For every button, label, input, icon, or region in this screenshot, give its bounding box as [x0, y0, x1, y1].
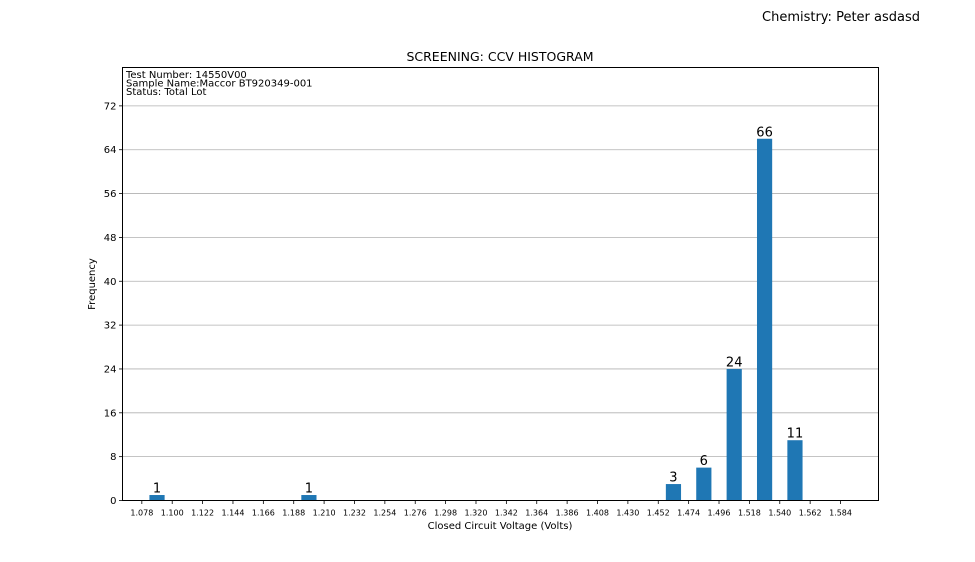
x-tick-label: 1.430	[616, 509, 639, 518]
bar-value-label: 3	[669, 471, 677, 486]
x-tick-label: 1.122	[191, 509, 214, 518]
bar-value-label: 1	[153, 482, 161, 497]
y-tick-label: 40	[104, 277, 117, 288]
x-axis-ticks: 1.078 1.100 1.122 1.144 1.166 1.188 1.210 1.232…	[130, 500, 852, 518]
x-tick-label: 1.320	[465, 509, 488, 518]
x-tick-label: 1.518	[738, 509, 761, 518]
histogram-bar	[301, 495, 317, 501]
chemistry-label: Chemistry: Peter asdasd	[762, 10, 920, 25]
x-tick-label: 1.210	[313, 509, 336, 518]
info-test-number: Test Number: 14550V00	[125, 70, 247, 81]
x-tick-label: 1.584	[829, 509, 852, 518]
x-tick-label: 1.232	[343, 509, 366, 518]
y-tick-label: 64	[104, 145, 117, 156]
x-tick-label: 1.342	[495, 509, 518, 518]
x-tick-label: 1.496	[708, 509, 731, 518]
bar-value-label: 66	[756, 125, 773, 140]
x-tick-label: 1.144	[222, 509, 245, 518]
y-axis-label: Frequency	[87, 258, 98, 310]
x-tick-label: 1.386	[556, 509, 579, 518]
info-box: Test Number: 14550V00 Sample Name:Maccor…	[125, 70, 313, 98]
histogram-bar	[696, 467, 712, 501]
bar-value-label: 11	[787, 427, 804, 442]
histogram-bar	[149, 495, 165, 501]
x-tick-label: 1.408	[586, 509, 609, 518]
histogram-bar	[665, 484, 682, 501]
x-tick-label: 1.474	[677, 509, 700, 518]
bar-value-label: 1	[305, 482, 313, 497]
histogram-bar	[726, 368, 742, 501]
chart-title: SCREENING: CCV HISTOGRAM	[406, 49, 593, 64]
x-tick-label: 1.188	[282, 509, 305, 518]
x-tick-label: 1.078	[130, 509, 153, 518]
y-tick-label: 8	[110, 452, 116, 463]
x-tick-label: 1.100	[161, 509, 184, 518]
bar-value-label: 6	[700, 454, 708, 469]
x-tick-label: 1.562	[799, 509, 822, 518]
info-sample-name: Sample Name:Maccor BT920349-001	[126, 79, 313, 90]
x-axis-label: Closed Circuit Voltage (Volts)	[428, 521, 573, 532]
histogram-bar	[756, 138, 773, 501]
y-tick-label: 0	[110, 496, 116, 507]
y-tick-label: 16	[104, 408, 117, 419]
grid-lines	[122, 105, 879, 458]
y-tick-label: 56	[104, 189, 117, 200]
x-tick-label: 1.276	[404, 509, 427, 518]
x-tick-label: 1.166	[252, 509, 275, 518]
info-status: Status: Total Lot	[126, 87, 206, 98]
y-axis-ticks: 0 8 16 24 32 40 48 56 64 72	[104, 101, 123, 507]
y-tick-label: 32	[104, 321, 117, 332]
histogram-bar	[787, 440, 803, 501]
y-tick-label: 24	[104, 364, 117, 375]
x-tick-label: 1.254	[373, 509, 396, 518]
bar-value-label: 24	[726, 355, 743, 370]
x-tick-label: 1.364	[525, 509, 548, 518]
y-tick-label: 48	[104, 233, 117, 244]
plot-frame	[122, 67, 879, 501]
x-tick-label: 1.540	[768, 509, 791, 518]
x-tick-label: 1.298	[434, 509, 457, 518]
x-tick-label: 1.452	[647, 509, 670, 518]
y-tick-label: 72	[104, 101, 117, 112]
